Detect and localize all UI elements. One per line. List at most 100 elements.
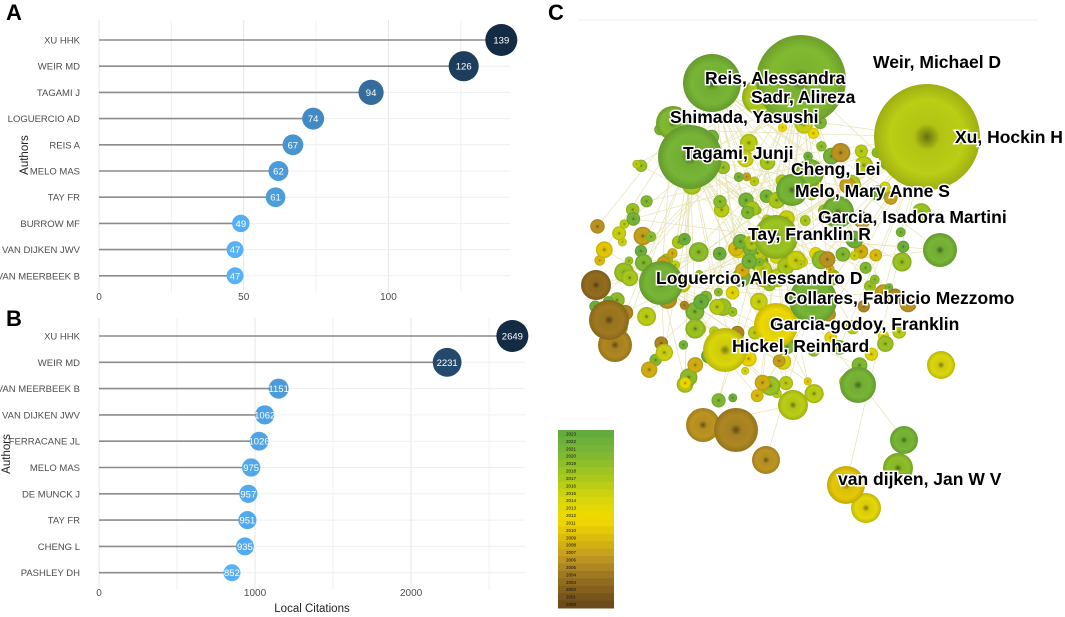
network-node xyxy=(845,319,861,335)
network-node xyxy=(624,256,634,266)
bubble-point xyxy=(302,107,325,130)
legend-swatch xyxy=(558,430,614,438)
y-tick-label: WEIR MD xyxy=(38,358,80,369)
legend-year-label: 2011 xyxy=(566,520,576,525)
node-label: Reis, Alessandra xyxy=(705,68,846,88)
network-node xyxy=(911,203,932,223)
x-tick-label: 0 xyxy=(96,588,102,599)
data-label: 94 xyxy=(366,88,377,99)
legend-swatch xyxy=(558,504,614,513)
legend-year-label: 2002 xyxy=(566,587,577,592)
network-node xyxy=(733,172,744,183)
network-node xyxy=(831,226,842,236)
legend-year-label: 2009 xyxy=(566,535,577,540)
network-node xyxy=(739,133,758,152)
network-edge xyxy=(660,282,780,362)
bubble-point xyxy=(223,564,241,582)
network-node xyxy=(830,142,851,163)
network-hub-node xyxy=(827,466,865,504)
panel-label-a: A xyxy=(6,0,22,25)
network-node xyxy=(595,241,613,259)
y-axis-title: Authors xyxy=(19,135,31,175)
y-tick-label: BURROW MF xyxy=(20,219,80,230)
bubble-point xyxy=(265,187,286,208)
y-tick-label: VAN DIJKEN JWV xyxy=(2,245,81,256)
y-tick-label: TAGAMI J xyxy=(37,88,80,99)
legend-year-label: 2006 xyxy=(566,558,577,563)
network-node xyxy=(655,343,674,362)
network-hub-node xyxy=(683,54,741,112)
network-hub-node xyxy=(923,233,957,267)
network-node xyxy=(750,292,768,311)
data-label: 1026 xyxy=(249,437,270,448)
network-node xyxy=(632,159,641,169)
network-node xyxy=(687,357,704,373)
network-node xyxy=(807,344,821,357)
legend-year-label: 2000 xyxy=(566,602,577,607)
legend-year-label: 2008 xyxy=(566,543,577,548)
x-tick-label: 0 xyxy=(96,292,102,303)
x-tick-label: 50 xyxy=(238,292,250,303)
network-node xyxy=(778,376,794,391)
network-node xyxy=(711,393,726,408)
bubble-point xyxy=(282,134,304,156)
network-hub-node xyxy=(752,446,780,474)
network-edge xyxy=(689,156,903,263)
network-node xyxy=(803,377,812,386)
y-tick-label: PASHLEY DH xyxy=(21,568,80,579)
network-node xyxy=(612,226,627,241)
network-node xyxy=(678,232,691,246)
network-hub-node xyxy=(754,215,798,259)
network-node xyxy=(590,219,605,234)
legend-swatch xyxy=(558,467,614,475)
network-node xyxy=(895,227,906,238)
network-edge xyxy=(640,165,777,238)
network-node xyxy=(755,257,764,267)
data-label: 975 xyxy=(243,463,259,474)
network-node xyxy=(714,287,723,297)
network-node xyxy=(712,246,727,261)
panel-label-c: C xyxy=(548,0,564,25)
network-node xyxy=(803,151,813,162)
legend-year-label: 2003 xyxy=(566,580,577,585)
data-label: 74 xyxy=(308,114,319,125)
legend-swatch xyxy=(558,548,614,557)
data-label: 852 xyxy=(224,568,240,579)
data-label: 2649 xyxy=(502,332,523,343)
data-label: 1062 xyxy=(254,410,275,421)
legend-swatch xyxy=(558,474,614,483)
node-label: Hickel, Reinhard xyxy=(732,336,869,356)
network-node xyxy=(621,269,639,287)
network-node xyxy=(749,176,760,187)
node-label: Sadr, Alireza xyxy=(751,87,856,107)
y-tick-label: REIS A xyxy=(49,140,80,151)
network-node xyxy=(799,215,811,226)
y-tick-label: DE MUNCK J xyxy=(22,489,80,500)
bubble-point xyxy=(235,537,254,556)
network-hub-node xyxy=(754,303,798,347)
legend-swatch xyxy=(558,452,614,461)
network-node xyxy=(679,300,689,310)
node-label: Xu, Hockin H K xyxy=(955,127,1065,147)
network-hub-node xyxy=(639,261,683,305)
node-label: Loguercio, Alessandro D xyxy=(656,268,862,288)
legend-year-label: 2015 xyxy=(566,491,577,496)
data-label: 139 xyxy=(493,36,509,47)
network-edge xyxy=(711,82,833,278)
network-edge xyxy=(711,82,724,308)
network-edge xyxy=(689,156,815,394)
network-hub-node xyxy=(851,493,881,523)
network-node xyxy=(804,384,824,404)
bubble-point xyxy=(268,378,289,399)
legend-swatch xyxy=(558,519,614,527)
node-label: Melo, Mary Anne S xyxy=(795,181,950,201)
network-node xyxy=(883,191,898,205)
legend-swatch xyxy=(558,496,614,505)
network-hub-node xyxy=(883,453,913,483)
legend-swatch xyxy=(558,578,614,587)
y-tick-label: LOGUERCIO AD xyxy=(8,114,80,125)
y-tick-label: VAN MEERBEEK B xyxy=(0,384,80,395)
network-node xyxy=(854,155,874,175)
network-node xyxy=(859,261,872,274)
network-node xyxy=(759,154,776,171)
